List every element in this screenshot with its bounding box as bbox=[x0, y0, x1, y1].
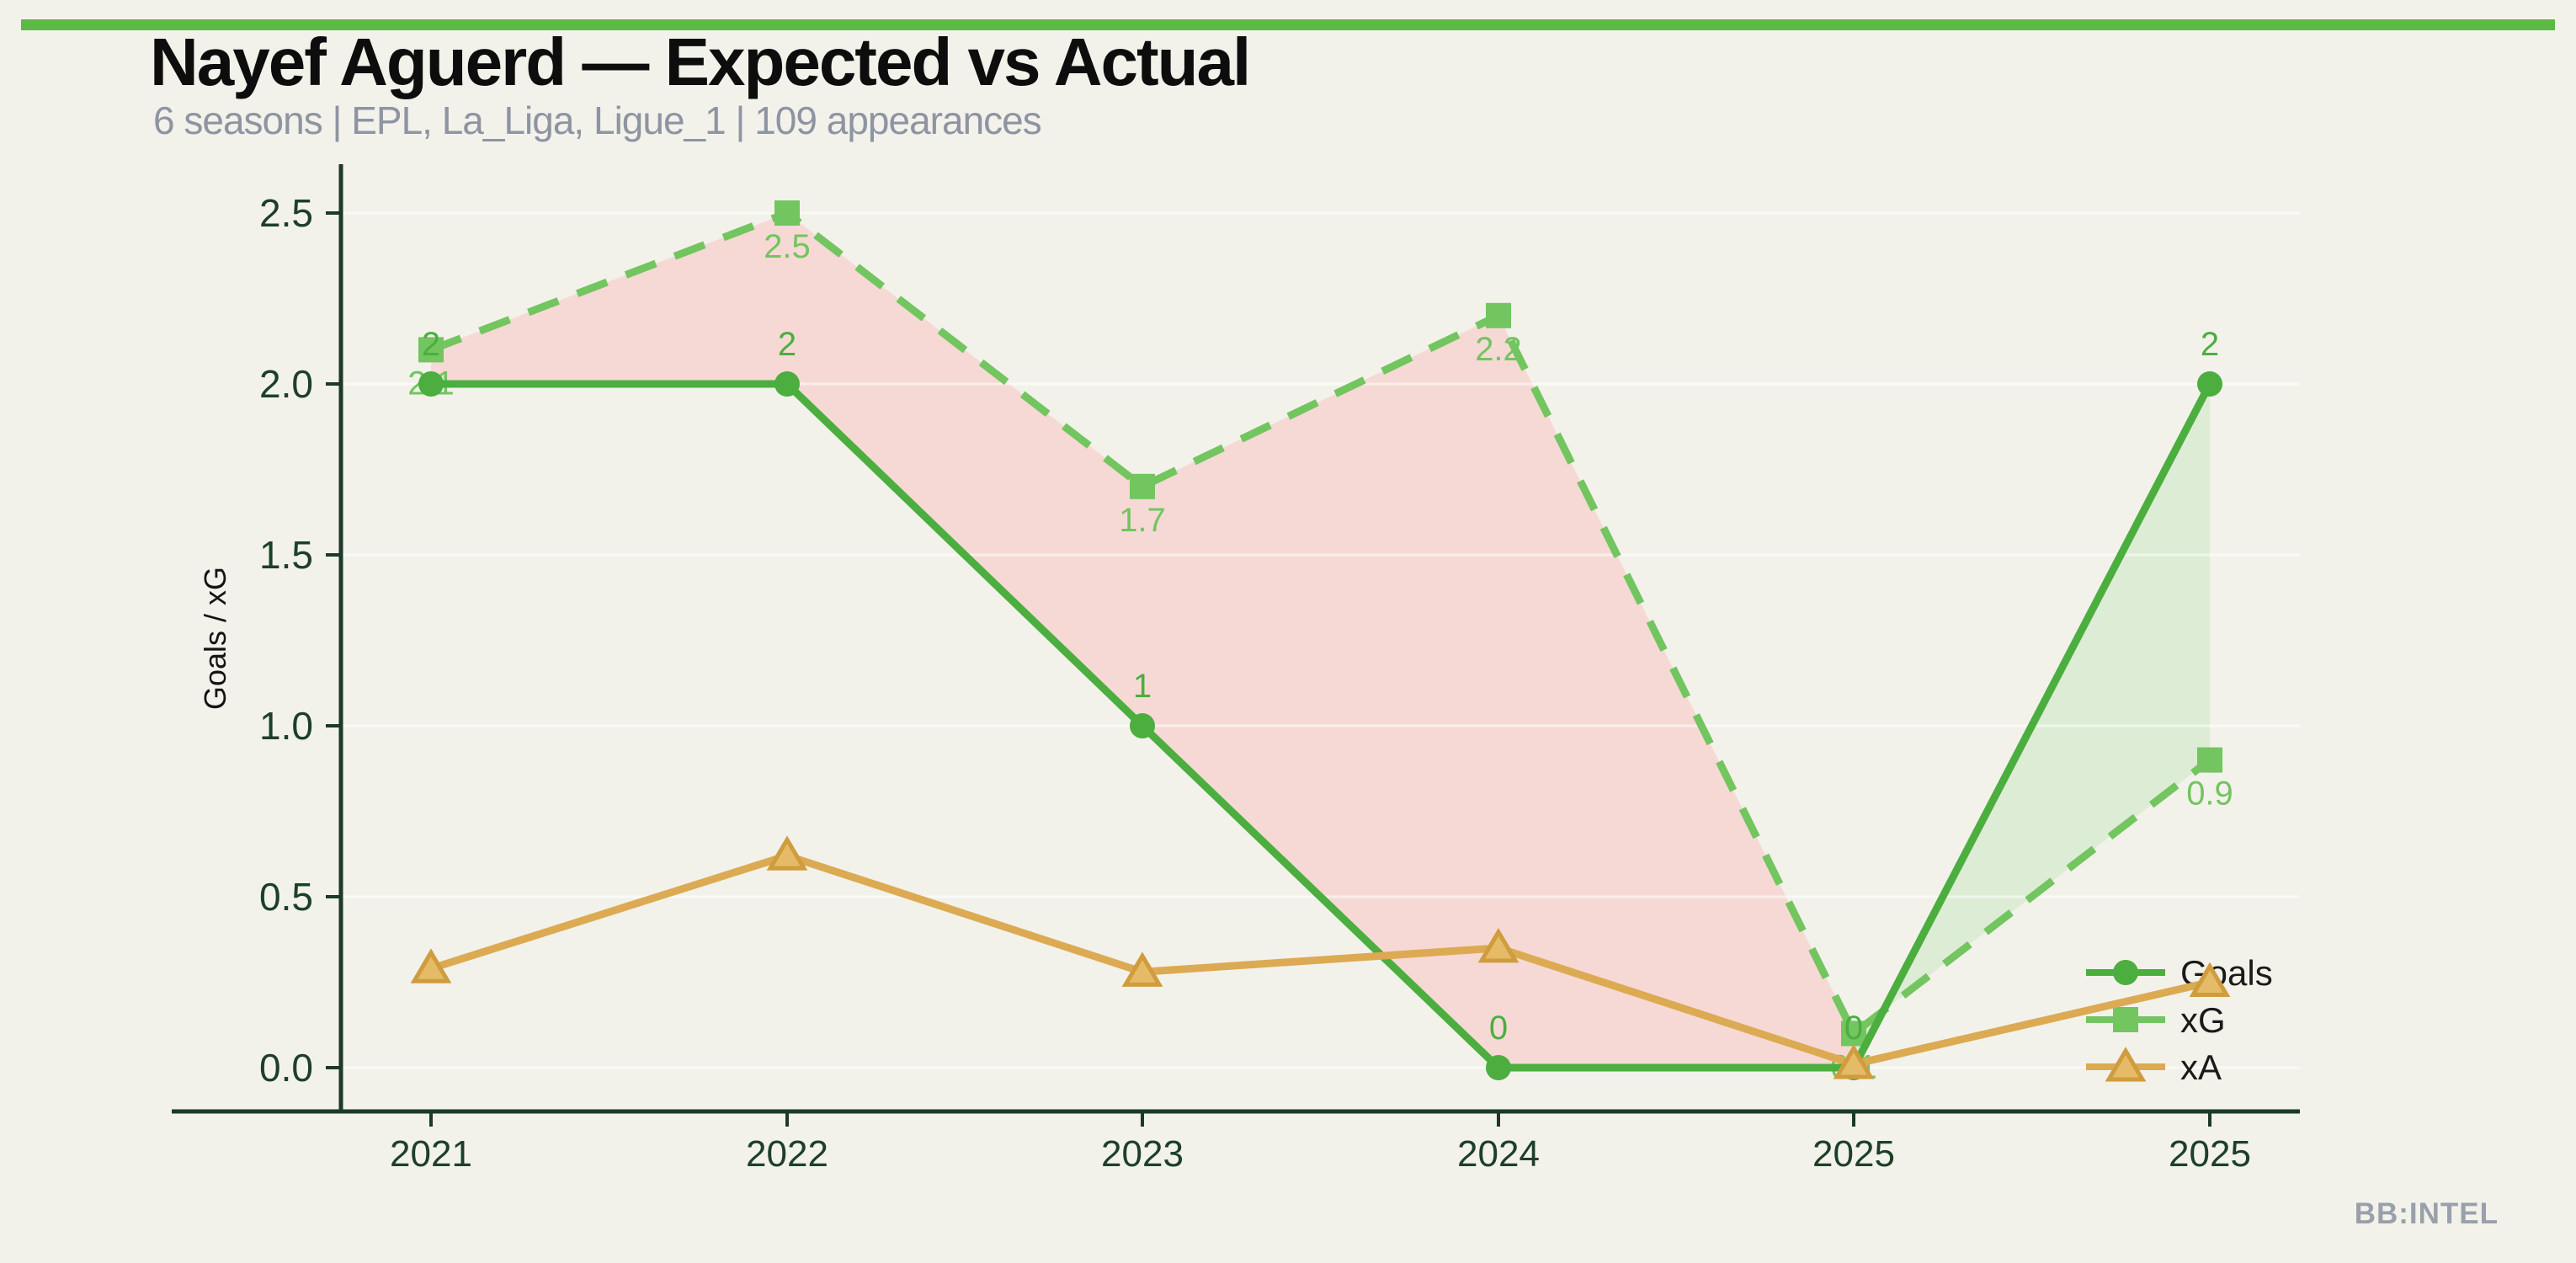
y-tick-label: 0.5 bbox=[259, 875, 313, 919]
legend-label: xG bbox=[2180, 1000, 2226, 1040]
xg-value-label: 2.5 bbox=[764, 228, 811, 265]
xg-point bbox=[418, 337, 444, 363]
x-tick-label: 2024 bbox=[1457, 1133, 1540, 1175]
goals-value-label: 0 bbox=[1489, 1010, 1508, 1047]
x-tick-label: 2025 bbox=[1812, 1133, 1895, 1175]
series-goals: 2 2 1 0 0 2 bbox=[418, 326, 2222, 1080]
goals-value-label: 1 bbox=[1133, 668, 1152, 705]
xg-point bbox=[1841, 1021, 1866, 1047]
legend-marker-circle bbox=[2113, 960, 2138, 985]
goals-point bbox=[774, 371, 800, 397]
legend-marker-square bbox=[2113, 1007, 2138, 1032]
series-xg: 2.12.51.72.20.10.9 bbox=[407, 200, 2233, 1085]
chart-title: Nayef Aguerd — Expected vs Actual bbox=[150, 24, 1251, 99]
x-tick-label: 2025 bbox=[2169, 1133, 2251, 1175]
xg-value-label: 2.2 bbox=[1475, 331, 1522, 368]
watermark: BB:INTEL bbox=[2354, 1197, 2499, 1230]
goals-point bbox=[418, 371, 444, 397]
xg-value-label: 0.9 bbox=[2186, 775, 2233, 813]
legend-marker-triangle bbox=[2105, 1047, 2147, 1082]
goals-value-label: 2 bbox=[778, 326, 796, 363]
xg-point bbox=[2197, 747, 2222, 773]
goals-point bbox=[1486, 1055, 1511, 1080]
xa-point bbox=[410, 948, 452, 983]
y-tick-label: 0.0 bbox=[259, 1046, 313, 1090]
legend-label: xA bbox=[2180, 1047, 2222, 1087]
goals-value-label: 0 bbox=[1844, 1010, 1863, 1047]
fill-regions bbox=[431, 213, 2210, 1068]
xa-point bbox=[1833, 1044, 1875, 1079]
y-tick-label: 1.5 bbox=[259, 533, 313, 577]
top-accent-bar bbox=[21, 19, 2555, 30]
goals-point bbox=[2197, 371, 2222, 397]
fill-xg-over-goals bbox=[431, 213, 1854, 1068]
y-tick-label: 1.0 bbox=[259, 704, 313, 748]
y-tick-label: 2.5 bbox=[259, 191, 313, 235]
xg-value-label: 1.7 bbox=[1119, 502, 1166, 539]
xa-point bbox=[766, 835, 808, 871]
xg-point bbox=[1486, 302, 1511, 328]
goals-point bbox=[1130, 713, 1155, 738]
legend-item-xa: xA bbox=[2086, 1047, 2222, 1087]
x-tick-label: 2023 bbox=[1101, 1133, 1184, 1175]
xa-point bbox=[2189, 962, 2231, 997]
xg-point bbox=[774, 200, 800, 226]
xa-point bbox=[1121, 951, 1163, 987]
xg-line bbox=[429, 209, 2212, 1037]
series-xa bbox=[410, 835, 2231, 1079]
xa-point bbox=[1477, 927, 1520, 963]
xg-point bbox=[1130, 473, 1155, 499]
goals-value-label: 2 bbox=[2201, 326, 2219, 363]
x-tick-label: 2021 bbox=[390, 1133, 472, 1175]
x-tick-label: 2022 bbox=[746, 1133, 828, 1175]
y-axis-label: Goals / xG bbox=[198, 567, 232, 710]
goals-value-label: 2 bbox=[422, 326, 440, 363]
chart-subtitle: 6 seasons | EPL, La_Liga, Ligue_1 | 109 … bbox=[153, 99, 1042, 142]
legend-item-xg: xG bbox=[2086, 1000, 2226, 1040]
goals-line bbox=[431, 380, 2213, 1072]
y-tick-label: 2.0 bbox=[259, 362, 313, 406]
xa-line bbox=[429, 851, 2211, 1068]
